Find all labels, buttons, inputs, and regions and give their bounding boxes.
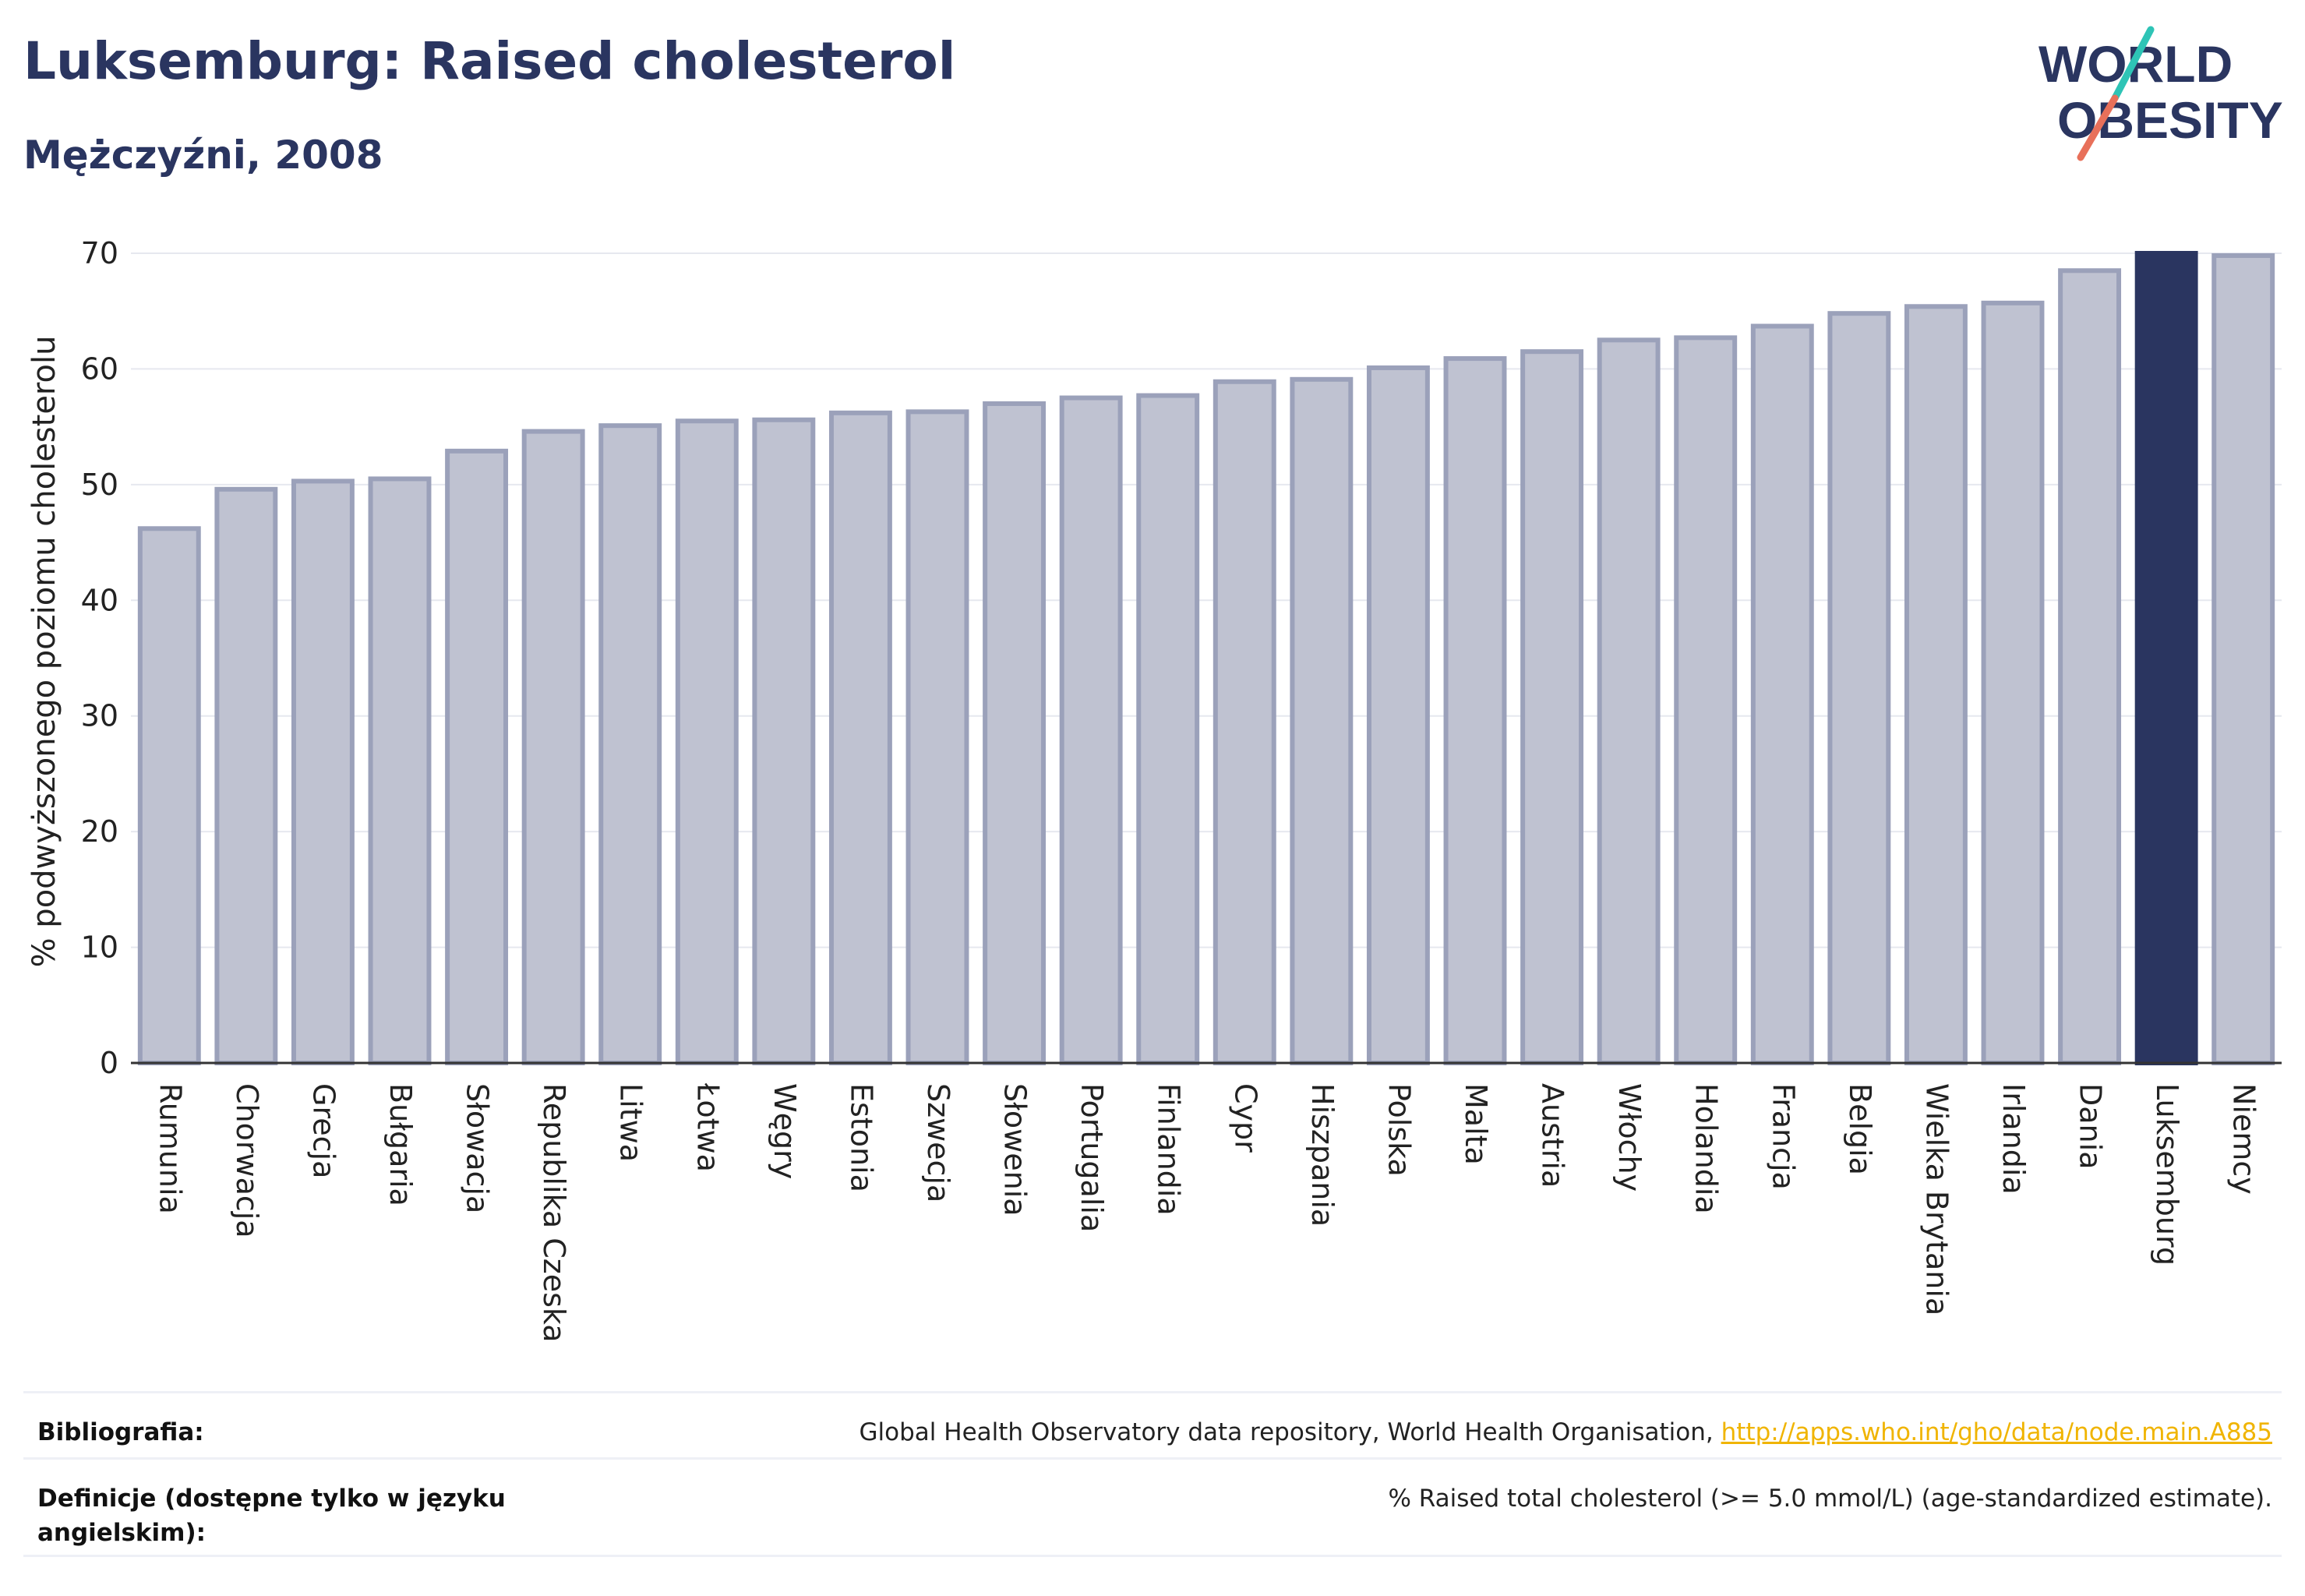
y-tick-label: 50 (81, 468, 118, 502)
x-tick-label: Republika Czeska (537, 1083, 571, 1343)
x-tick-label: Litwa (614, 1083, 648, 1162)
y-tick-labels: 0 10 20 30 40 50 60 70 (81, 236, 118, 1080)
bar-highlighted[interactable] (2134, 251, 2198, 1065)
x-tick-label: Bułgaria (383, 1083, 418, 1206)
bar[interactable] (445, 448, 509, 1065)
x-tick-label: Austria (1536, 1083, 1570, 1188)
y-axis-label: % podwyższonego poziomu cholesterolu (26, 336, 62, 968)
bar[interactable] (1597, 337, 1661, 1066)
world-obesity-logo[interactable]: WORLD OBESITY (2034, 23, 2291, 164)
x-tick-label: Rumunia (153, 1083, 187, 1214)
definitions-row: Definicje (dostępne tylko w języku angie… (23, 1457, 2282, 1557)
x-tick-label: Malta (1459, 1083, 1493, 1165)
x-tick-label: Hiszpania (1305, 1083, 1340, 1227)
x-tick-label: Finlandia (1152, 1083, 1186, 1216)
x-tick-label: Chorwacja (230, 1083, 264, 1238)
bibliography-link[interactable]: http://apps.who.int/gho/data/node.main.A… (1721, 1418, 2272, 1446)
bar[interactable] (1520, 349, 1584, 1065)
x-tick-label: Holandia (1689, 1083, 1724, 1214)
bar[interactable] (1366, 365, 1430, 1065)
definitions-label: Definicje (dostępne tylko w języku angie… (37, 1485, 506, 1547)
y-tick-label: 40 (81, 583, 118, 617)
bars (137, 251, 2275, 1066)
x-tick-label: Węgry (768, 1083, 802, 1179)
bar[interactable] (905, 409, 969, 1065)
bibliography-label: Bibliografia: (37, 1418, 204, 1446)
bar[interactable] (2058, 268, 2122, 1065)
bar[interactable] (214, 486, 278, 1065)
x-tick-labels: Rumunia Chorwacja Grecja Bułgaria Słowacja Re… (153, 1082, 2261, 1343)
bar[interactable] (1750, 323, 1814, 1065)
bar[interactable] (598, 423, 662, 1065)
x-tick-label: Luksemburg (2150, 1083, 2184, 1266)
bar[interactable] (1981, 300, 2045, 1065)
bar[interactable] (1443, 356, 1507, 1065)
x-tick-label: Grecja (306, 1083, 341, 1178)
y-tick-label: 60 (81, 351, 118, 386)
x-tick-label: Francja (1766, 1083, 1800, 1190)
y-tick-label: 10 (81, 930, 118, 965)
x-tick-label: Szwecja (921, 1083, 955, 1202)
x-tick-label: Niemcy (2227, 1083, 2261, 1195)
bibliography-text: Global Health Observatory data repositor… (859, 1418, 1721, 1446)
x-tick-label: Portugalia (1075, 1083, 1109, 1232)
bar[interactable] (368, 476, 432, 1065)
bar[interactable] (1059, 395, 1123, 1065)
x-tick-label: Słowenia (998, 1083, 1032, 1216)
bar[interactable] (1674, 335, 1738, 1065)
x-tick-label: Wielka Brytania (1919, 1083, 1954, 1315)
x-tick-label: Włochy (1612, 1083, 1647, 1192)
bar[interactable] (1827, 311, 1891, 1065)
bar[interactable] (983, 401, 1047, 1065)
y-tick-label: 0 (100, 1046, 118, 1080)
y-tick-label: 30 (81, 699, 118, 733)
bar[interactable] (291, 478, 355, 1065)
chart-title: Luksemburg: Raised cholesterol (23, 31, 956, 91)
bibliography-value: Global Health Observatory data repositor… (860, 1415, 2272, 1449)
bar[interactable] (1904, 304, 1968, 1065)
bar[interactable] (1136, 393, 1200, 1065)
x-tick-label: Estonia (844, 1083, 878, 1192)
x-tick-label: Polska (1382, 1083, 1416, 1177)
x-tick-label: Irlandia (1996, 1083, 2031, 1195)
bar-chart: 0 10 20 30 40 50 60 70 Rumunia Chorwacja Grecja Bu… (26, 236, 2282, 1343)
x-tick-label: Łotwa (690, 1082, 725, 1172)
bar[interactable] (137, 526, 201, 1065)
bar[interactable] (521, 429, 585, 1065)
bar[interactable] (1290, 376, 1354, 1065)
x-tick-label: Dania (2074, 1083, 2108, 1169)
bar[interactable] (675, 418, 739, 1065)
x-tick-label: Belgia (1843, 1083, 1877, 1175)
y-tick-label: 70 (81, 236, 118, 270)
logo-slash-top (2111, 26, 2155, 102)
x-tick-label: Słowacja (461, 1083, 495, 1213)
logo-slash-bottom (2077, 94, 2119, 161)
references-section: Bibliografia: Global Health Observatory … (23, 1391, 2282, 1557)
bar[interactable] (1213, 379, 1276, 1065)
bar[interactable] (828, 410, 892, 1065)
definitions-text: % Raised total cholesterol (>= 5.0 mmol/… (1388, 1485, 2272, 1513)
x-tick-label: Cypr (1228, 1083, 1262, 1153)
bibliography-row: Bibliografia: Global Health Observatory … (23, 1391, 2282, 1457)
chart-subtitle: Mężczyźni, 2008 (23, 132, 383, 178)
bar[interactable] (2211, 252, 2275, 1065)
bar[interactable] (752, 417, 816, 1065)
y-tick-label: 20 (81, 814, 118, 849)
